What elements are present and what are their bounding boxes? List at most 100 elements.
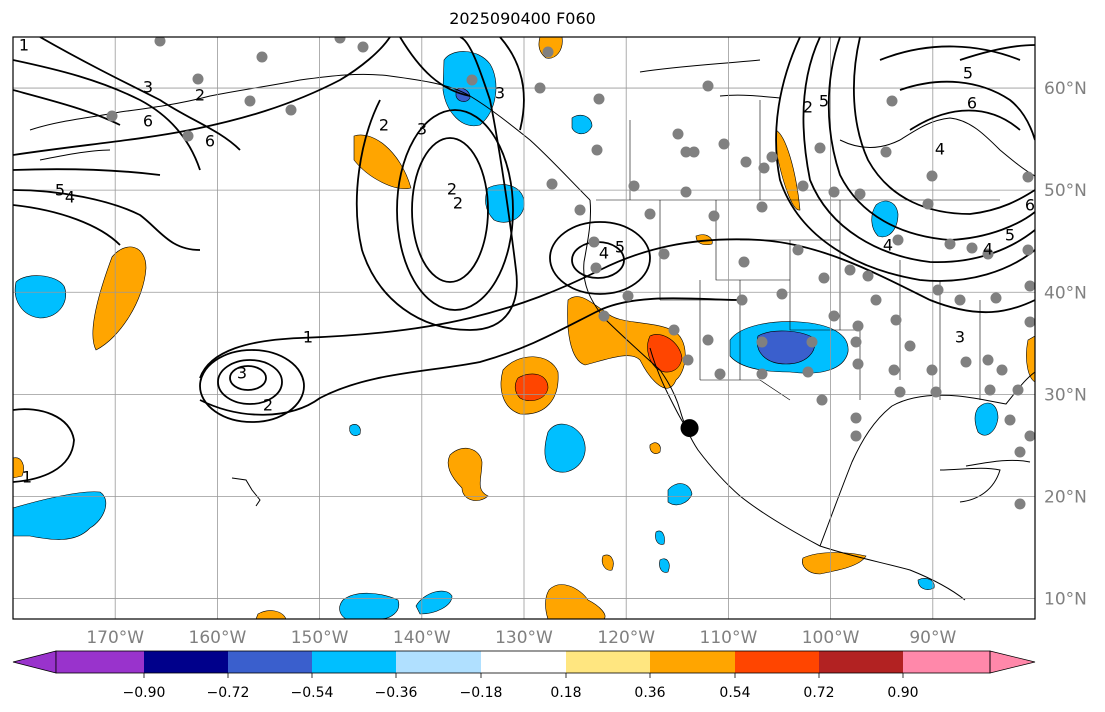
station-dot (1024, 280, 1035, 292)
station-dot (814, 142, 826, 154)
station-dot (792, 244, 804, 256)
contour-label: 6 (1025, 196, 1035, 215)
contour-label: 6 (967, 94, 977, 113)
station-dot (708, 210, 720, 222)
station-dot (244, 95, 256, 107)
negative-anomaly-area (571, 114, 593, 135)
station-dot (192, 73, 204, 85)
contour-label: 4 (65, 188, 75, 207)
station-dot (756, 201, 768, 213)
graticule (13, 37, 1035, 619)
lat-label: 20°N (1044, 487, 1087, 507)
colorbar: −0.90 −0.72 −0.54 −0.36 −0.18 0.18 0.36 0.54 0.7… (12, 650, 1036, 701)
colorbar-segment (56, 651, 144, 673)
positive-anomaly-area (649, 442, 661, 454)
station-dot (702, 80, 714, 92)
lat-label: 40°N (1044, 283, 1087, 303)
station-dot (1022, 171, 1034, 183)
contour-label: 5 (55, 181, 65, 200)
station-dot (982, 354, 994, 366)
positive-anomaly-area (1026, 335, 1035, 383)
positive-anomaly-area (447, 447, 489, 501)
strong-positive-anomaly-area (514, 373, 549, 401)
colorbar-segment (735, 651, 819, 673)
highlight-marker (680, 419, 699, 438)
station-dot (740, 156, 752, 168)
contour-label: 3 (417, 120, 427, 139)
strong-negative-anomaly-area (756, 330, 816, 365)
station-dot (844, 264, 856, 276)
contour-label: 3 (495, 84, 505, 103)
negative-anomaly-area (659, 558, 670, 573)
station-dot (932, 284, 944, 296)
negative-anomaly-area (339, 592, 400, 619)
contour-label: 5 (963, 64, 973, 83)
station-dot (466, 74, 478, 86)
station-dot (534, 82, 546, 94)
colorbar-tick-label: 0.18 (550, 685, 581, 701)
lon-label: 100°W (802, 628, 860, 648)
colorbar-segment (481, 651, 566, 673)
colorbar-tick-label: −0.36 (375, 685, 418, 701)
contour-label: 2 (263, 396, 273, 415)
station-dot (714, 368, 726, 380)
station-dot (658, 248, 670, 260)
colorbar-segment (144, 651, 228, 673)
station-dot (870, 294, 882, 306)
station-dot (574, 204, 586, 216)
negative-anomaly-area (667, 483, 693, 506)
contour-label: 1 (303, 328, 313, 347)
station-dot (682, 354, 694, 366)
coastlines (29, 59, 1035, 601)
lon-label: 150°W (291, 628, 349, 648)
map-frame (12, 36, 1036, 620)
station-dot (850, 412, 862, 424)
station-dot (718, 138, 730, 150)
station-dot (982, 248, 994, 260)
colorbar-segment (903, 651, 990, 673)
station-dot (680, 186, 692, 198)
contour-label: 3 (143, 78, 153, 97)
negative-anomaly-area (917, 578, 935, 590)
contour-label: 4 (935, 140, 945, 159)
contour-label: 4 (883, 236, 893, 255)
station-dot (1024, 316, 1035, 328)
station-dot (588, 236, 600, 248)
station-dot (922, 198, 934, 210)
station-dot (182, 130, 194, 142)
station-dot (828, 310, 840, 322)
station-dot (256, 51, 268, 63)
station-dot (816, 394, 828, 406)
contour-label: 2 (453, 194, 463, 213)
station-dot (738, 256, 750, 268)
station-markers (106, 37, 1035, 510)
station-dot (954, 294, 966, 306)
station-dot (590, 262, 602, 274)
lat-label: 10°N (1044, 590, 1087, 610)
station-dot (766, 151, 778, 163)
contour-label: 1 (19, 36, 29, 55)
station-dot (776, 288, 788, 300)
negative-anomaly-area (415, 590, 453, 615)
map-title: 2025090400 F060 (449, 9, 596, 28)
station-dot (702, 334, 714, 346)
station-dot (591, 144, 603, 156)
longitude-labels: 170°W 160°W 150°W 140°W 130°W 120°W 110°W 100°W… (86, 628, 956, 648)
station-dot (1014, 498, 1026, 510)
negative-anomaly-area (14, 275, 66, 319)
station-dot (850, 430, 862, 442)
lon-label: 110°W (700, 628, 758, 648)
colorbar-extend-high (989, 650, 1036, 674)
station-dot (904, 340, 916, 352)
station-dot (990, 292, 1002, 304)
lon-label: 120°W (597, 628, 655, 648)
station-dot (850, 336, 862, 348)
colorbar-tick-label: −0.18 (460, 685, 503, 701)
colorbar-segment (650, 651, 735, 673)
contour-label: 6 (205, 132, 215, 151)
station-dot (1024, 430, 1035, 442)
station-dot (106, 110, 118, 122)
station-dot (285, 104, 297, 116)
lon-label: 130°W (495, 628, 553, 648)
station-dot (818, 272, 830, 284)
